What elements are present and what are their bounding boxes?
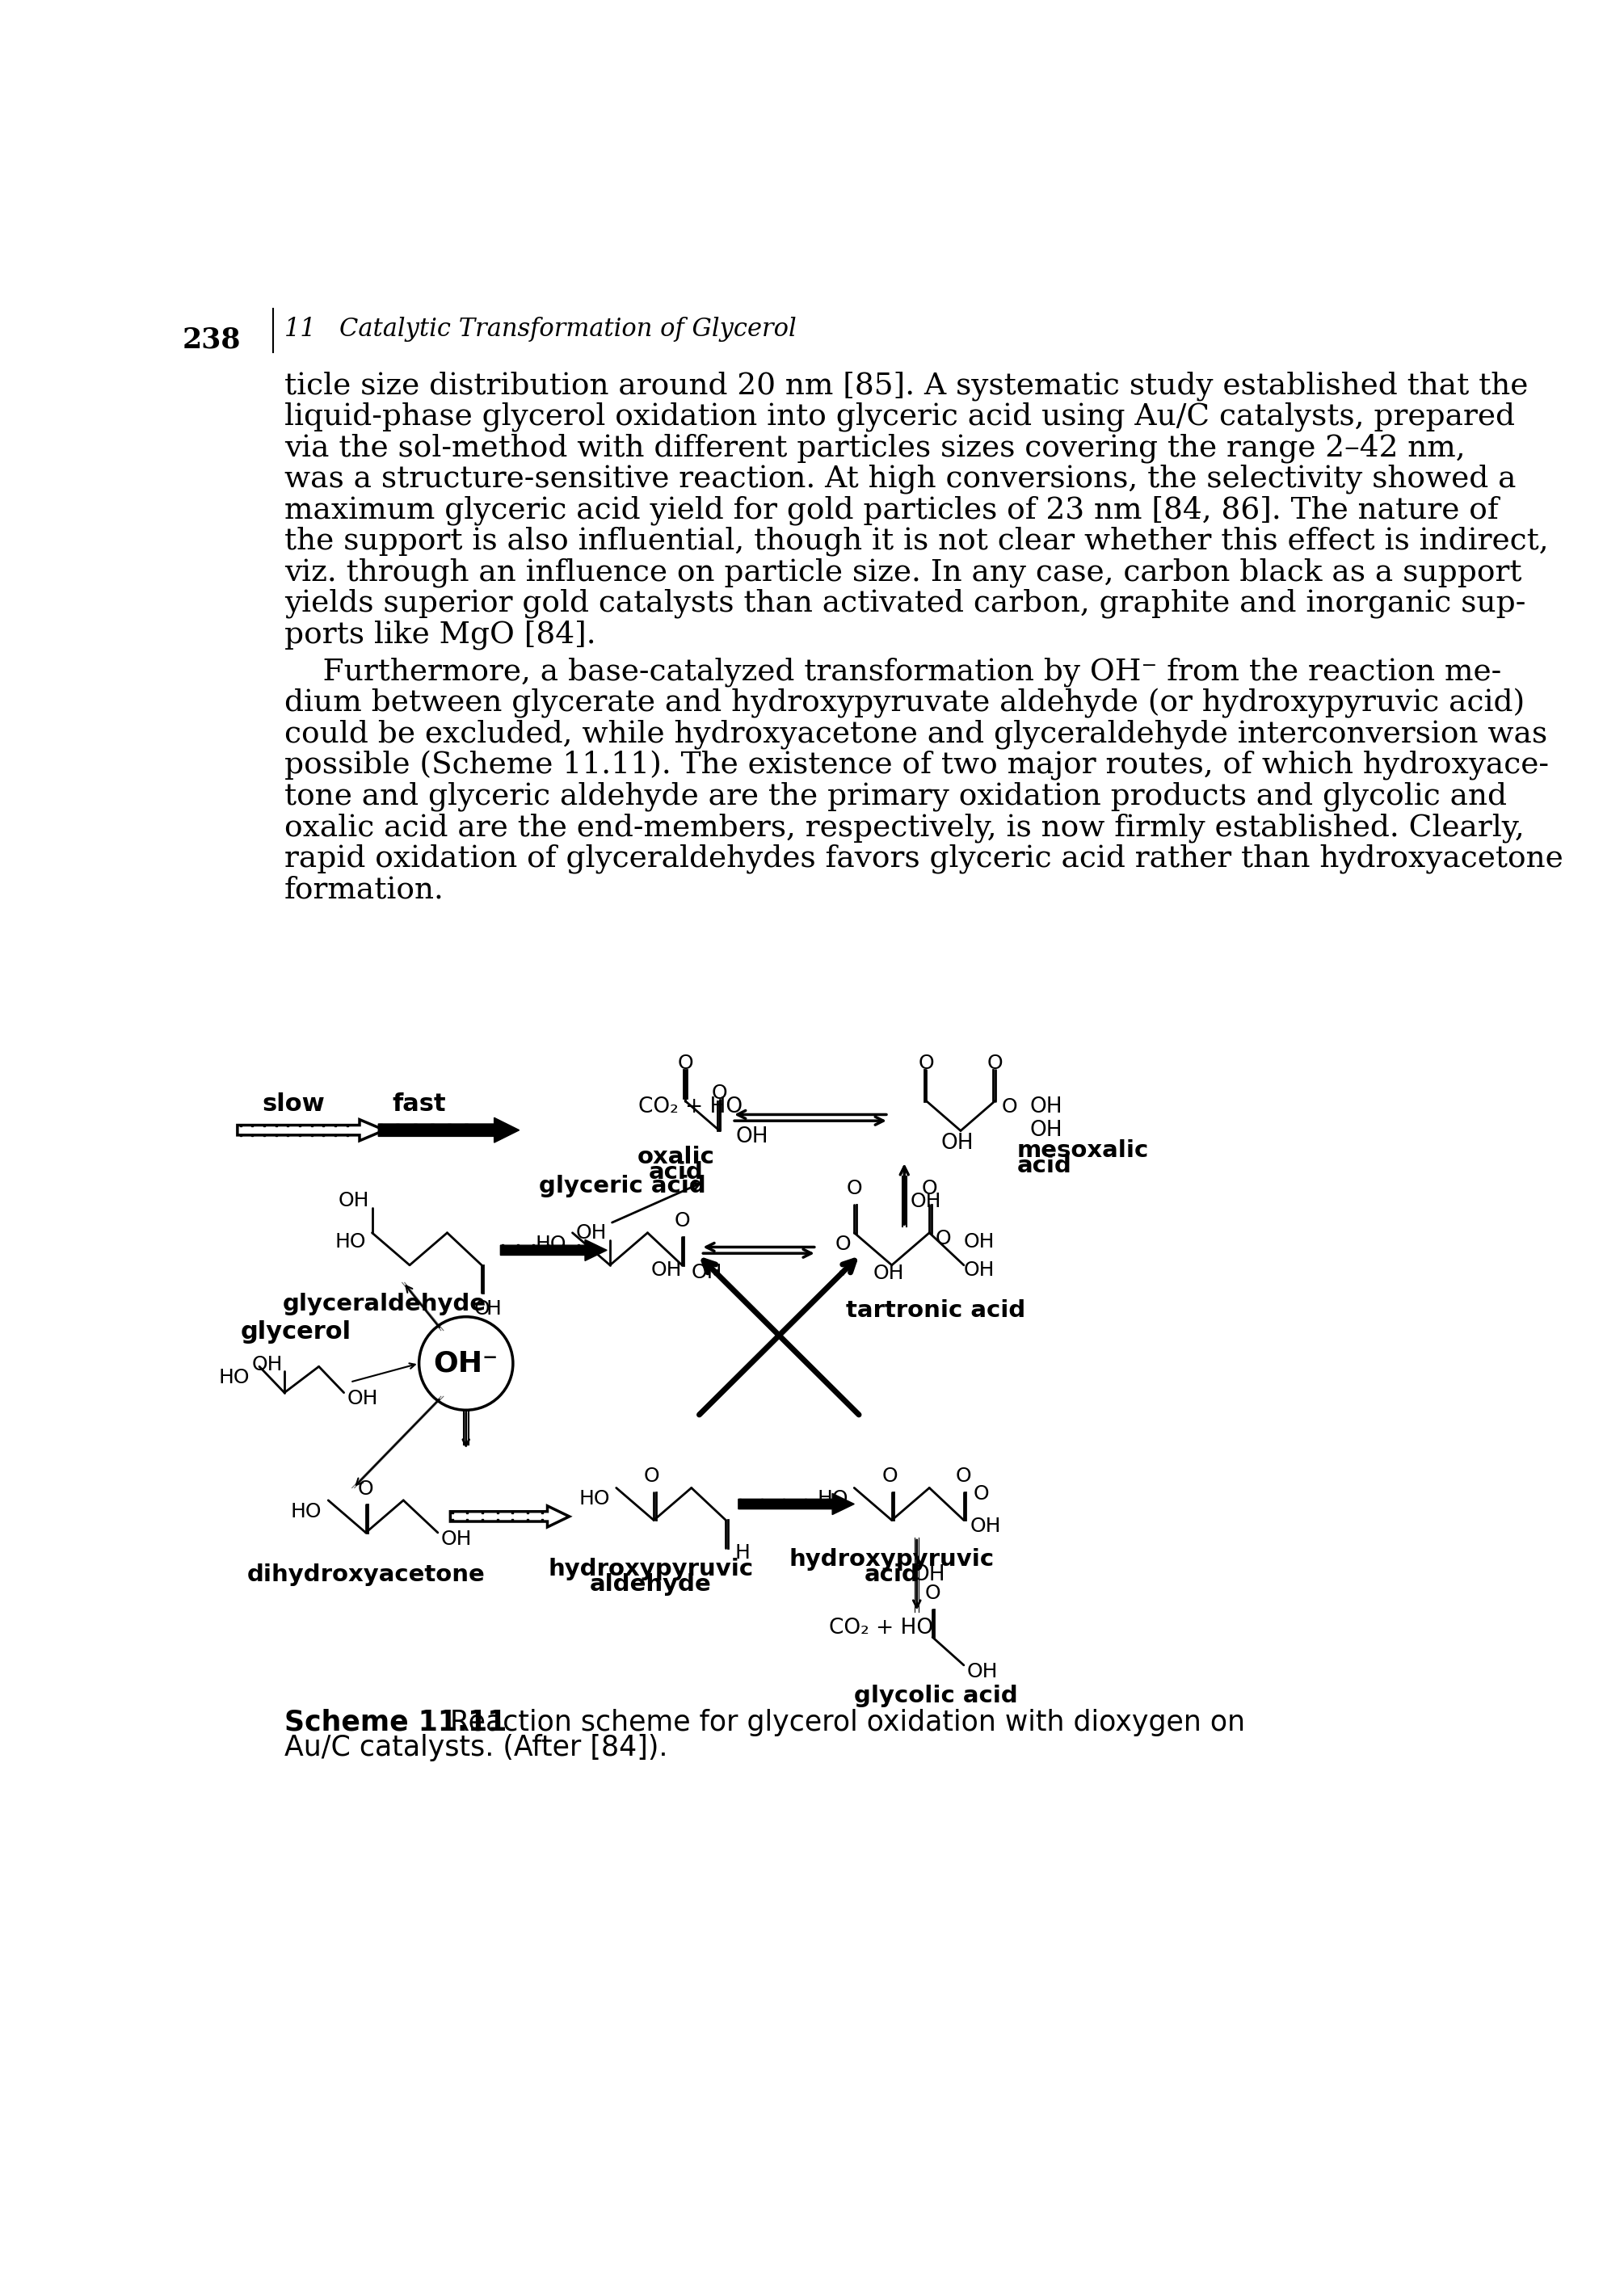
Text: OH: OH <box>338 1190 369 1211</box>
Text: O: O <box>474 1300 489 1318</box>
Text: O: O <box>835 1234 851 1254</box>
Text: rapid oxidation of glyceraldehydes favors glyceric acid rather than hydroxyaceto: rapid oxidation of glyceraldehydes favor… <box>284 845 1564 874</box>
Text: acid: acid <box>864 1563 919 1586</box>
Text: aldehyde: aldehyde <box>590 1573 711 1595</box>
Text: slow: slow <box>263 1092 325 1115</box>
Text: CO₂ + HO: CO₂ + HO <box>638 1096 742 1117</box>
Text: 238: 238 <box>182 325 240 353</box>
Text: glyceraldehyde: glyceraldehyde <box>283 1293 487 1316</box>
Text: O: O <box>935 1229 952 1250</box>
Text: OH: OH <box>963 1261 996 1280</box>
Text: O: O <box>711 1083 728 1103</box>
Text: OH: OH <box>252 1355 283 1373</box>
Text: hydroxypyruvic: hydroxypyruvic <box>547 1557 754 1579</box>
Text: fast: fast <box>391 1092 447 1115</box>
Text: O: O <box>987 1053 1004 1074</box>
Text: liquid-phase glycerol oxidation into glyceric acid using Au/C catalysts, prepare: liquid-phase glycerol oxidation into gly… <box>284 403 1515 433</box>
Text: O: O <box>918 1053 934 1074</box>
FancyArrow shape <box>500 1241 607 1261</box>
Text: Furthermore, a base-catalyzed transformation by OH⁻ from the reaction me-: Furthermore, a base-catalyzed transforma… <box>284 657 1502 687</box>
FancyArrow shape <box>450 1506 570 1527</box>
Text: OH: OH <box>1030 1096 1062 1117</box>
FancyArrow shape <box>739 1492 854 1515</box>
Text: O: O <box>1002 1096 1017 1117</box>
FancyArrow shape <box>378 1117 520 1142</box>
Text: via the sol-method with different particles sizes covering the range 2–42 nm,: via the sol-method with different partic… <box>284 433 1465 462</box>
Text: glyceric acid: glyceric acid <box>539 1174 706 1197</box>
Text: HO: HO <box>817 1490 848 1508</box>
Text: OH: OH <box>970 1518 1000 1536</box>
Text: OH: OH <box>942 1133 974 1154</box>
Text: was a structure-sensitive reaction. At high conversions, the selectivity showed : was a structure-sensitive reaction. At h… <box>284 465 1517 494</box>
Text: could be excluded, while hydroxyacetone and glyceraldehyde interconversion was: could be excluded, while hydroxyacetone … <box>284 719 1548 749</box>
Text: HO: HO <box>578 1490 611 1508</box>
Text: tone and glyceric aldehyde are the primary oxidation products and glycolic and: tone and glyceric aldehyde are the prima… <box>284 783 1507 810</box>
Text: HO: HO <box>534 1234 567 1254</box>
Text: OH: OH <box>348 1389 378 1408</box>
Text: HO: HO <box>291 1502 322 1522</box>
Text: acid: acid <box>648 1161 703 1183</box>
Text: mesoxalic: mesoxalic <box>1017 1140 1148 1163</box>
Text: O: O <box>357 1479 374 1499</box>
Text: Reaction scheme for glycerol oxidation with dioxygen on: Reaction scheme for glycerol oxidation w… <box>442 1708 1246 1735</box>
Text: oxalic: oxalic <box>637 1144 715 1167</box>
Text: O: O <box>846 1179 862 1199</box>
Text: ticle size distribution around 20 nm [85]. A systematic study established that t: ticle size distribution around 20 nm [85… <box>284 371 1528 401</box>
Text: OH: OH <box>736 1126 768 1147</box>
Text: OH⁻: OH⁻ <box>434 1351 499 1378</box>
Text: OH: OH <box>913 1563 945 1586</box>
Text: OH: OH <box>651 1261 682 1280</box>
Text: hydroxypyruvic: hydroxypyruvic <box>789 1547 994 1570</box>
Text: possible (Scheme 11.11). The existence of two major routes, of which hydroxyace-: possible (Scheme 11.11). The existence o… <box>284 751 1549 781</box>
Text: OH: OH <box>442 1529 473 1550</box>
FancyArrow shape <box>237 1119 385 1140</box>
Text: formation.: formation. <box>284 874 445 904</box>
Text: OH: OH <box>577 1222 607 1243</box>
Text: dihydroxyacetone: dihydroxyacetone <box>247 1563 486 1586</box>
Text: dium between glycerate and hydroxypyruvate aldehyde (or hydroxypyruvic acid): dium between glycerate and hydroxypyruva… <box>284 689 1525 719</box>
Text: OH: OH <box>911 1193 942 1211</box>
Text: the support is also influential, though it is not clear whether this effect is i: the support is also influential, though … <box>284 526 1549 556</box>
Text: OH: OH <box>963 1231 996 1252</box>
Text: OH: OH <box>1030 1119 1062 1142</box>
Text: maximum glyceric acid yield for gold particles of 23 nm [84, 86]. The nature of: maximum glyceric acid yield for gold par… <box>284 494 1499 524</box>
Text: acid: acid <box>1017 1156 1072 1177</box>
Text: O: O <box>973 1483 989 1504</box>
Text: O: O <box>677 1053 693 1074</box>
Text: HO: HO <box>335 1231 365 1252</box>
Text: glycolic acid: glycolic acid <box>854 1685 1018 1708</box>
Text: CO₂ + HO: CO₂ + HO <box>830 1618 934 1639</box>
Text: OH: OH <box>966 1662 999 1680</box>
Text: ports like MgO [84].: ports like MgO [84]. <box>284 620 596 650</box>
Text: O: O <box>921 1179 937 1199</box>
Text: O: O <box>924 1584 940 1602</box>
Text: OH: OH <box>874 1264 905 1282</box>
Text: Au/C catalysts. (After [84]).: Au/C catalysts. (After [84]). <box>284 1733 667 1760</box>
Text: glycerol: glycerol <box>240 1321 351 1344</box>
Text: 11   Catalytic Transformation of Glycerol: 11 Catalytic Transformation of Glycerol <box>284 316 796 341</box>
Text: O: O <box>674 1211 690 1231</box>
Text: O: O <box>645 1467 659 1486</box>
Text: O: O <box>957 1467 971 1486</box>
Text: Scheme 11.11: Scheme 11.11 <box>284 1708 507 1735</box>
Text: HO: HO <box>219 1369 250 1387</box>
Text: O: O <box>882 1467 898 1486</box>
Text: tartronic acid: tartronic acid <box>846 1300 1025 1321</box>
Text: H: H <box>486 1300 502 1318</box>
Text: yields superior gold catalysts than activated carbon, graphite and inorganic sup: yields superior gold catalysts than acti… <box>284 588 1525 618</box>
Text: viz. through an influence on particle size. In any case, carbon black as a suppo: viz. through an influence on particle si… <box>284 559 1522 588</box>
Text: oxalic acid are the end-members, respectively, is now firmly established. Clearl: oxalic acid are the end-members, respect… <box>284 813 1525 842</box>
Text: OH: OH <box>692 1264 723 1282</box>
Text: H: H <box>736 1543 750 1563</box>
